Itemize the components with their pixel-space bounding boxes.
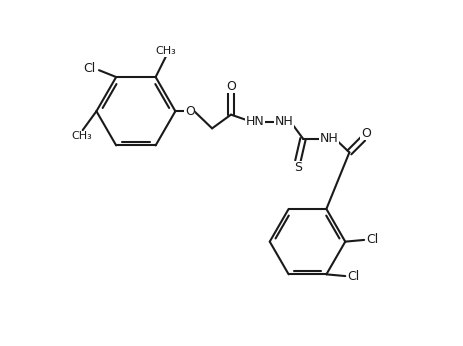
Text: O: O — [360, 127, 370, 140]
Text: Cl: Cl — [347, 270, 359, 283]
Text: O: O — [225, 80, 235, 93]
Text: NH: NH — [274, 115, 293, 128]
Text: HN: HN — [245, 115, 264, 128]
Text: CH₃: CH₃ — [71, 131, 92, 141]
Text: O: O — [184, 105, 194, 118]
Text: S: S — [293, 161, 301, 174]
Text: NH: NH — [319, 132, 338, 145]
Text: CH₃: CH₃ — [155, 46, 176, 56]
Text: Cl: Cl — [366, 234, 378, 246]
Text: Cl: Cl — [83, 62, 96, 75]
